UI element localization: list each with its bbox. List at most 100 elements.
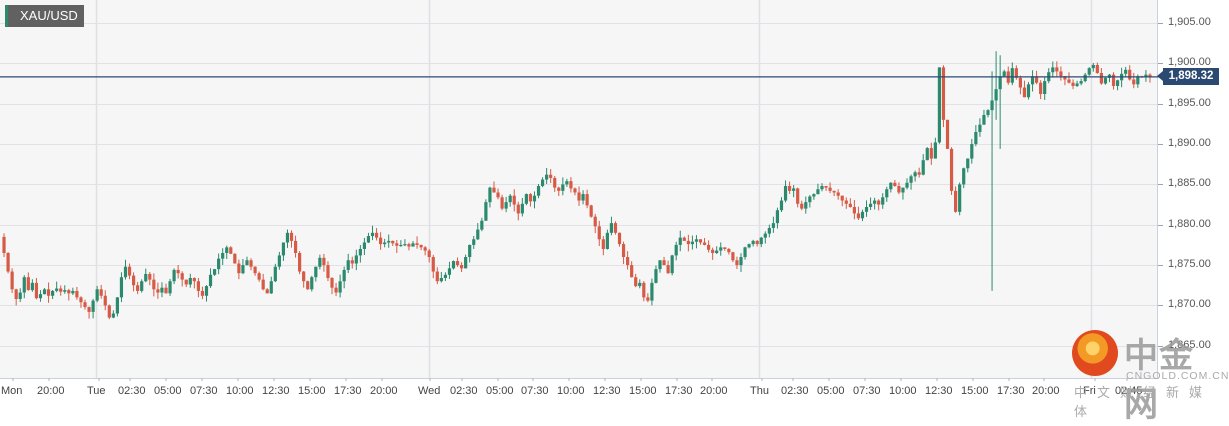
candle-body-up [743, 247, 747, 258]
candle-body-down [350, 260, 354, 264]
time-axis-label: Fri [1083, 385, 1096, 397]
candle-body-up [1103, 77, 1108, 84]
candle-body-down [455, 261, 460, 266]
candle-body-up [508, 195, 512, 203]
time-axis-label: 15:00 [298, 385, 326, 397]
candle-body-down [702, 242, 707, 245]
candle-body-down [107, 305, 111, 318]
candle-body-up [881, 197, 885, 205]
candle-body-down [306, 281, 310, 290]
candle-body-down [289, 232, 294, 241]
candle-body-down [395, 243, 399, 246]
candle-body-down [824, 186, 828, 188]
time-axis-label: Mon [1, 385, 23, 397]
candle-body-up [310, 277, 314, 290]
candle-body-up [763, 233, 767, 238]
candle-body-up [140, 281, 144, 291]
candle-body-down [87, 307, 91, 312]
price-axis-label: 1,900.00 [1168, 56, 1211, 69]
candle-body-up [1136, 76, 1140, 85]
candle-body-down [707, 244, 711, 250]
time-axis-label: 17:30 [997, 385, 1025, 397]
candle-body-up [937, 67, 942, 143]
candle-body-up [447, 268, 452, 275]
candle-body-down [856, 213, 861, 219]
candle-body-down [589, 205, 593, 217]
candle-body-down [253, 266, 257, 274]
candle-body-down [893, 182, 897, 187]
candle-body-down [196, 281, 200, 291]
candle-body-down [662, 260, 666, 266]
time-axis-label: 10:00 [226, 385, 254, 397]
candle-body-up [1107, 74, 1112, 78]
candle-body-up [1079, 81, 1083, 84]
candle-body-up [540, 179, 545, 187]
candle-body-up [658, 260, 662, 270]
candle-body-down [1034, 76, 1039, 83]
candle-body-up [399, 244, 403, 247]
candle-body-up [715, 250, 719, 253]
candle-body-down [549, 174, 553, 178]
candle-body-down [686, 240, 690, 245]
candle-body-down [1071, 82, 1075, 86]
candle-body-up [808, 196, 812, 203]
candle-body-up [694, 239, 699, 242]
candle-body-up [1083, 74, 1087, 82]
candle-body-up [338, 281, 342, 293]
candle-body-up [1002, 71, 1006, 77]
candle-body-down [1067, 79, 1071, 83]
candle-body-up [609, 223, 614, 233]
candle-body-up [759, 237, 763, 245]
candle-body-up [982, 114, 986, 125]
candle-body-down [459, 265, 464, 269]
candlestick-chart[interactable] [0, 0, 1229, 404]
candle-body-down [180, 273, 184, 280]
candle-body-down [407, 244, 411, 247]
candle-body-up [974, 131, 978, 145]
symbol-badge: XAU/USD [5, 5, 84, 27]
candle-body-up [1026, 84, 1031, 98]
candle-body-down [626, 257, 630, 266]
candle-body-down [1022, 87, 1027, 98]
candle-body-down [334, 287, 338, 293]
candle-body-down [597, 226, 601, 240]
candle-body-down [423, 247, 427, 251]
candle-body-up [868, 203, 873, 207]
time-axis-label: 15:00 [961, 385, 989, 397]
candle-body-up [123, 266, 128, 278]
candle-body-up [1051, 67, 1055, 73]
candle-body-up [55, 288, 59, 291]
candle-body-down [257, 273, 261, 280]
candle-body-up [958, 184, 962, 212]
candle-body-up [532, 195, 537, 202]
candle-body-up [354, 255, 358, 264]
candle-body-down [621, 244, 626, 258]
candle-body-down [148, 273, 152, 280]
candle-body-up [204, 286, 209, 296]
candle-body-up [1115, 80, 1120, 86]
price-axis-label: 1,890.00 [1168, 137, 1211, 150]
candle-body-up [581, 194, 585, 201]
candle-body-up [484, 202, 488, 221]
candle-body-down [330, 278, 334, 288]
candle-body-down [293, 240, 298, 253]
candle-body-down [573, 188, 577, 193]
candle-body-down [630, 265, 634, 278]
candle-body-up [986, 110, 990, 115]
price-axis-label: 1,905.00 [1168, 16, 1211, 28]
candle-body-down [516, 204, 520, 214]
candle-body-up [358, 248, 362, 256]
candle-body-up [605, 232, 609, 249]
candle-body-up [30, 282, 34, 291]
time-axis-label: 10:00 [889, 385, 917, 397]
candle-body-down [233, 253, 237, 264]
candle-body-up [362, 242, 367, 249]
candle-body-down [435, 271, 439, 282]
candle-body-up [901, 187, 905, 193]
candle-body-down [1128, 69, 1132, 80]
candle-body-down [949, 148, 954, 191]
candle-body-down [1111, 74, 1116, 86]
candle-body-down [1014, 68, 1018, 78]
candle-body-down [735, 260, 739, 266]
